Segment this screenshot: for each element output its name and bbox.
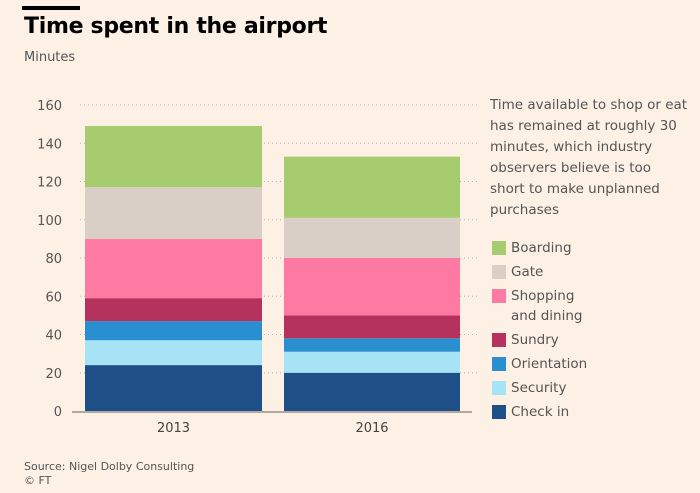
legend-label: Check in <box>511 404 570 420</box>
bar-segment-gate-2013 <box>85 187 262 239</box>
bar-segment-security-2016 <box>284 351 460 373</box>
bar-segment-shopping-and-dining-2016 <box>284 258 460 316</box>
y-tick-label: 40 <box>45 329 62 344</box>
y-tick-label: 160 <box>37 99 62 114</box>
y-tick-label: 120 <box>37 176 62 191</box>
bar-segment-check-in-2016 <box>284 372 460 411</box>
y-tick-label: 100 <box>37 214 62 229</box>
y-tick-label: 0 <box>54 405 62 420</box>
x-tick-label: 2013 <box>157 421 190 436</box>
legend-swatch <box>492 357 506 371</box>
chart-plot: 0 20 40 60 80 100 120 140 160 2013 2016 <box>37 99 478 436</box>
bar-segment-sundry-2013 <box>85 298 262 322</box>
legend-item-orientation: Orientation <box>492 354 601 374</box>
legend-item-boarding: Boarding <box>492 238 601 258</box>
legend-item-gate: Gate <box>492 262 601 282</box>
x-tick-label: 2016 <box>355 421 388 436</box>
legend-label: Security <box>511 380 567 396</box>
legend-item-sundry: Sundry <box>492 330 601 350</box>
bar-segment-shopping-and-dining-2013 <box>85 238 262 299</box>
legend-swatch <box>492 381 506 395</box>
legend-swatch <box>492 289 506 303</box>
legend-label: Shopping and dining <box>511 288 583 324</box>
bar-segment-check-in-2013 <box>85 365 262 411</box>
legend-item-security: Security <box>492 378 601 398</box>
legend-item-check-in: Check in <box>492 402 601 422</box>
legend-item-shopping-and-dining: Shopping and dining <box>492 286 601 326</box>
top-rule <box>22 6 80 10</box>
chart-annotation: Time available to shop or eat has remain… <box>490 97 688 218</box>
bar-segment-boarding-2013 <box>85 126 262 188</box>
bar-segment-boarding-2016 <box>284 156 460 218</box>
bar-segment-security-2013 <box>85 340 262 366</box>
y-tick-label: 140 <box>37 137 62 152</box>
legend-label: Gate <box>511 264 544 280</box>
y-tick-label: 60 <box>45 290 62 305</box>
legend-swatch <box>492 265 506 279</box>
legend-label: Sundry <box>511 332 559 348</box>
legend-swatch <box>492 333 506 347</box>
y-tick-label: 20 <box>45 367 62 382</box>
chart-subtitle: Minutes <box>24 50 76 65</box>
bar-segment-sundry-2016 <box>284 315 460 339</box>
credit-note: © FT <box>24 474 52 487</box>
bar-segment-orientation-2013 <box>85 321 262 341</box>
source-note: Source: Nigel Dolby Consulting <box>24 460 195 473</box>
legend-swatch <box>492 405 506 419</box>
legend-swatch <box>492 241 506 255</box>
legend-label: Orientation <box>511 356 588 372</box>
legend: Boarding Gate Shopping and dining Sundry Ori… <box>492 238 601 426</box>
bar-segment-orientation-2016 <box>284 338 460 352</box>
bar-segment-gate-2016 <box>284 217 460 258</box>
y-tick-label: 80 <box>45 252 62 267</box>
legend-label: Boarding <box>511 240 572 256</box>
chart-title: Time spent in the airport <box>24 14 328 39</box>
